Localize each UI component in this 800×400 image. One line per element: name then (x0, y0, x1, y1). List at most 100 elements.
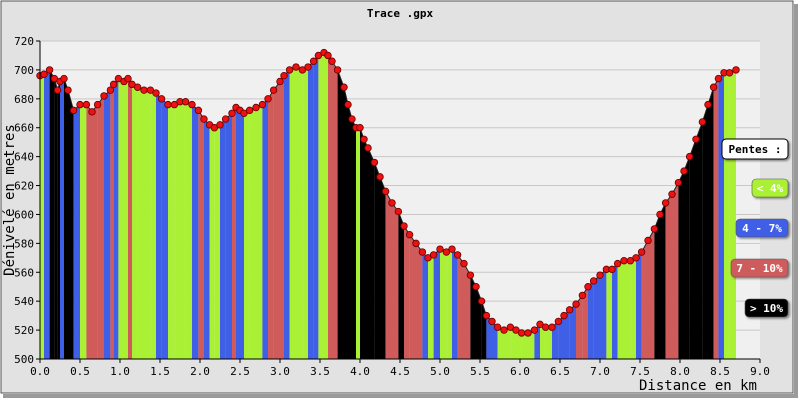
slope-band (337, 69, 344, 359)
y-tick-label: 640 (14, 151, 34, 164)
slope-band (364, 139, 368, 359)
slope-band (80, 104, 87, 359)
data-point (164, 100, 172, 109)
slope-band (630, 257, 636, 359)
data-point (541, 323, 550, 331)
y-tick-label: 600 (14, 208, 34, 221)
slope-band (684, 156, 690, 359)
slope-band (729, 69, 736, 359)
slope-band (156, 93, 162, 359)
slope-band (593, 275, 600, 359)
data-point (661, 199, 670, 207)
data-point (264, 95, 272, 103)
data-point (632, 254, 640, 262)
slope-band (497, 327, 504, 359)
slope-band (44, 69, 50, 359)
data-point (304, 63, 312, 71)
slope-band (97, 95, 104, 359)
data-point (500, 326, 508, 334)
slope-band (348, 104, 352, 359)
data-point (685, 152, 694, 161)
data-point (309, 57, 318, 65)
slope-band (665, 194, 672, 359)
slope-band (137, 87, 144, 359)
slope-band (296, 67, 303, 359)
x-tick-label: 6.5 (550, 365, 570, 378)
slope-band (128, 78, 132, 359)
legend-label: < 4% (757, 182, 784, 195)
slope-band (576, 295, 583, 359)
slope-band (696, 121, 703, 359)
data-point (524, 329, 532, 337)
slope-band (57, 81, 60, 360)
x-tick-label: 1.0 (110, 365, 130, 378)
legend-label: 7 - 10% (736, 262, 783, 275)
slope-band (380, 176, 386, 359)
slope-band (104, 90, 111, 360)
data-point (106, 86, 115, 94)
slope-band (268, 90, 274, 360)
slope-band (624, 260, 631, 359)
data-point (381, 187, 390, 196)
data-point (328, 57, 336, 65)
slope-band (244, 110, 250, 359)
data-point (93, 100, 102, 109)
data-point (608, 265, 616, 274)
slope-band (92, 104, 98, 359)
x-tick-label: 4.5 (390, 365, 410, 378)
data-point (280, 71, 288, 80)
data-point (412, 239, 420, 248)
data-point (228, 109, 236, 117)
slope-band (440, 249, 447, 359)
slope-band (280, 75, 284, 359)
data-point (548, 323, 556, 331)
slope-band (528, 330, 535, 359)
slope-band (552, 321, 559, 359)
x-tick-label: 2.0 (190, 365, 210, 378)
data-point (356, 124, 364, 132)
slope-band (606, 269, 612, 359)
data-point (448, 245, 456, 253)
slope-band (516, 330, 522, 359)
slope-band (240, 110, 244, 359)
slope-band (521, 332, 528, 359)
data-point (572, 300, 580, 308)
slope-band (492, 321, 498, 359)
x-tick-label: 6.0 (510, 365, 530, 378)
frame-shadow-bottom (3, 394, 795, 398)
x-tick-label: 5.5 (470, 365, 490, 378)
data-point (252, 103, 260, 112)
profile-markers (36, 48, 740, 337)
slope-band (220, 119, 226, 360)
x-tick-label: 1.5 (150, 365, 170, 378)
slope-band (302, 67, 308, 359)
data-point (477, 297, 486, 305)
slope-band (174, 101, 180, 359)
y-tick-label: 540 (14, 295, 34, 308)
slope-band (648, 228, 655, 359)
data-point (714, 74, 723, 83)
x-tick-label: 7.5 (630, 365, 650, 378)
slope-band (540, 324, 546, 359)
slope-band (612, 263, 618, 359)
data-point (460, 259, 468, 268)
slope-band (49, 69, 55, 359)
slope-band (678, 171, 684, 359)
data-point (530, 326, 539, 334)
x-tick-label: 3.5 (310, 365, 330, 378)
data-point (245, 106, 254, 115)
data-point (418, 248, 427, 256)
slope-band (262, 98, 268, 360)
x-axis-title: Distance en km (639, 378, 757, 394)
slope-band (713, 78, 719, 359)
slope-band (86, 104, 92, 359)
legend-swatch (751, 178, 789, 198)
slope-band (617, 260, 624, 359)
data-point (200, 115, 208, 123)
data-point (64, 86, 72, 94)
slope-band (54, 78, 58, 359)
slope-band (654, 214, 660, 359)
slope-band (313, 55, 319, 360)
x-tick-label: 2.5 (230, 365, 250, 378)
data-point (482, 311, 491, 320)
